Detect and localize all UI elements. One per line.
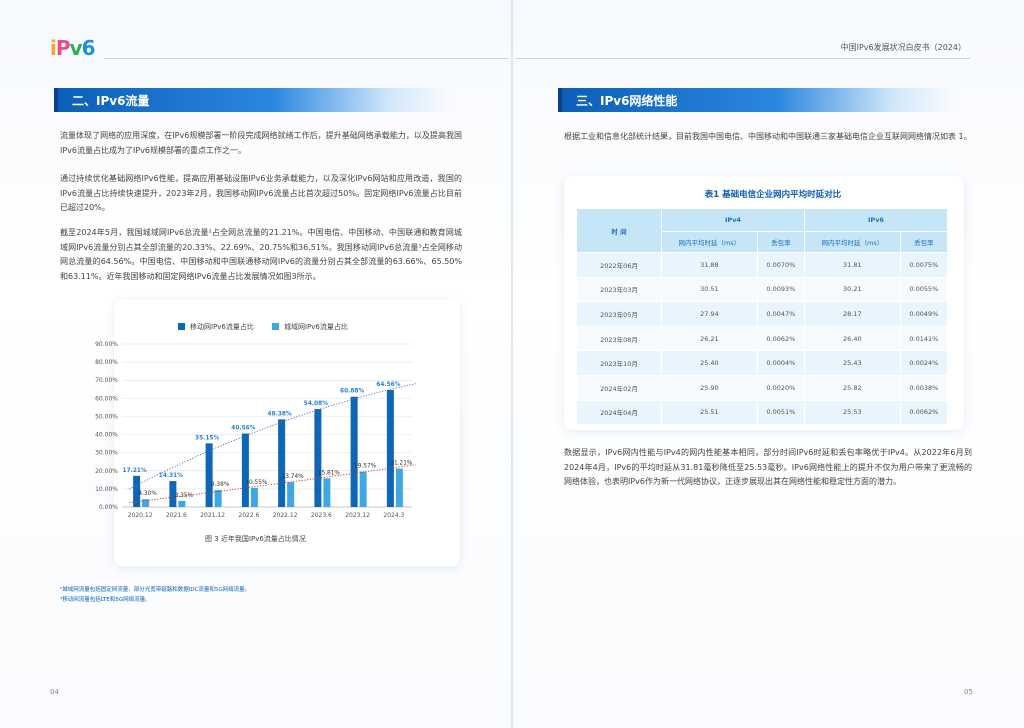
page-number: 04 <box>50 688 59 696</box>
table-row: 2022年06月 31.88 0.0070% 31.81 0.0075% <box>576 252 949 278</box>
legend-swatch <box>272 323 279 330</box>
header-rule-left <box>104 58 509 59</box>
data-label: 15.81% <box>318 470 341 476</box>
data-label: 4.30% <box>138 491 157 497</box>
bar <box>169 481 177 507</box>
data-label: 19.57% <box>354 464 377 470</box>
y-tick-label: 50.00% <box>95 413 118 420</box>
book-title: 中国IPv6发展状况白皮书（2024） <box>840 43 966 52</box>
x-tick-label: 2021.6 <box>166 512 187 519</box>
bar <box>350 396 358 507</box>
page-gutter <box>511 0 513 728</box>
data-label: 10.55% <box>245 480 268 486</box>
y-tick-label: 20.00% <box>95 468 118 475</box>
data-label: 48.38% <box>268 411 292 417</box>
table-row: 2024年04月 25.51 0.0051% 25.53 0.0062% <box>576 399 949 426</box>
footnote: ²城域网流量包括固定网流量、部分光宽带链路和数据IDC流量和5G网络流量。 <box>60 587 251 593</box>
bar <box>395 468 403 507</box>
table-row: 2024年02月 25.90 0.0020% 25.82 0.0038% <box>576 374 949 401</box>
bar <box>133 475 141 507</box>
paragraph: 截至2024年5月，我国城域网IPv6总流量²占全网总流量的21.21%。中国电… <box>60 228 462 281</box>
data-label: 14.31% <box>159 473 183 479</box>
bar <box>287 482 295 507</box>
latency-table: 时 间 IPv4 IPv6 网内平均时延（ms） 丢包率 网内平均时延（ms） … <box>576 208 949 426</box>
header-time: 时 间 <box>576 208 662 253</box>
legend-metro: 城域网IPv6流量占比 <box>272 322 348 332</box>
y-tick-label: 30.00% <box>95 450 118 457</box>
ipv6-logo: iPv6 <box>50 36 95 60</box>
header-ipv4: IPv4 <box>661 208 805 232</box>
paragraph: 通过持续优化基础网络IPv6性能，提高应用基础设施IPv6业务承载能力，以及深化… <box>60 174 462 212</box>
y-tick-label: 90.00% <box>95 341 118 348</box>
bar <box>178 500 186 507</box>
y-tick-label: 40.00% <box>95 432 118 439</box>
x-tick-label: 2021.12 <box>200 512 225 519</box>
x-tick-label: 2023.6 <box>311 512 332 519</box>
section-heading-performance: 三、IPv6网络性能 <box>558 88 954 112</box>
subheader: 丢包率 <box>899 231 949 253</box>
bar <box>314 409 322 507</box>
data-label: 40.56% <box>231 426 255 432</box>
y-tick-label: 70.00% <box>95 377 118 384</box>
y-tick-label: 60.00% <box>95 395 118 402</box>
x-tick-label: 2020.12 <box>128 512 153 519</box>
table-row: 2023年05月 27.94 0.0047% 28.17 0.0049% <box>576 301 949 327</box>
table-title: 表1 基础电信企业网内平均时延对比 <box>704 190 842 200</box>
trend-line <box>129 464 416 504</box>
data-label: 3.35% <box>175 493 194 499</box>
intro-paragraph: 根据工业和信息化部统计结果，目前我国中国电信、中国移动和中国联通三家基础电信企业… <box>564 132 972 141</box>
subheader: 网内平均时延（ms） <box>661 231 758 253</box>
x-tick-label: 2023.12 <box>345 512 370 519</box>
data-label: 17.21% <box>123 468 147 474</box>
header-ipv6: IPv6 <box>803 208 949 232</box>
subheader: 网内平均时延（ms） <box>803 231 901 253</box>
table-row: 2023年10月 25.40 0.0004% 25.43 0.0024% <box>576 350 949 376</box>
page-number: 05 <box>964 688 973 696</box>
bar <box>323 478 331 507</box>
conclusion-paragraph: 数据显示，IPv6网内性能与IPv4的网内性能基本相同，部分时间IPv6时延和丢… <box>564 448 972 486</box>
bar <box>214 490 222 507</box>
section-title: 二、IPv6流量 <box>72 94 150 108</box>
bar <box>250 487 258 507</box>
bar <box>205 443 213 507</box>
bar <box>241 433 249 507</box>
table-row: 2023年08月 26.21 0.0062% 26.40 0.0141% <box>576 325 949 352</box>
y-tick-label: 0.00% <box>99 504 118 511</box>
x-tick-label: 2022.6 <box>238 512 259 519</box>
x-tick-label: 2024.3 <box>383 512 404 519</box>
table-row: 2023年03月 30.51 0.0093% 30.21 0.0055% <box>576 276 949 303</box>
trend-line <box>129 383 416 490</box>
data-label: 64.56% <box>376 382 400 388</box>
y-tick-label: 10.00% <box>95 486 118 493</box>
legend-swatch <box>178 323 185 330</box>
figure-caption: 图 3 近年我国IPv6流量占比情况 <box>205 535 306 543</box>
data-label: 21.21% <box>390 461 413 467</box>
bar <box>359 471 367 507</box>
bar <box>386 390 394 507</box>
data-label: 60.88% <box>340 389 364 395</box>
data-label: 35.15% <box>195 435 219 441</box>
data-label: 54.08% <box>304 401 328 407</box>
bar <box>142 499 150 507</box>
bar <box>278 419 286 507</box>
y-tick-label: 80.00% <box>95 359 118 366</box>
section-title: 三、IPv6网络性能 <box>576 94 678 108</box>
paragraph: 流量体现了网络的应用深度，在IPv6规模部署一阶段完成网络就绪工作后，提升基础网… <box>60 131 462 155</box>
footnote: ³移动网流量包括LTE和5G网络流量。 <box>60 597 151 603</box>
x-tick-label: 2022.12 <box>273 512 298 519</box>
subheader: 丢包率 <box>756 231 805 253</box>
legend-mobile: 移动网IPv6流量占比 <box>178 322 254 332</box>
header-rule-right <box>515 58 970 59</box>
data-label: 9.38% <box>211 482 230 488</box>
section-heading-traffic: 二、IPv6流量 <box>54 88 450 112</box>
data-label: 13.74% <box>282 474 305 480</box>
